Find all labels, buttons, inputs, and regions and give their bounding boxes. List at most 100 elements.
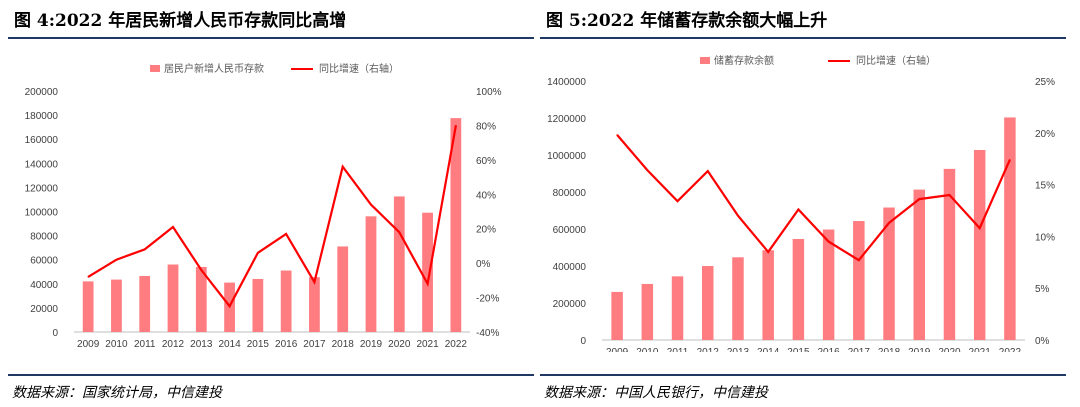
bar-2019 bbox=[913, 189, 925, 340]
x-axis-tick-label: 2017 bbox=[303, 339, 326, 350]
bar-2018 bbox=[337, 246, 349, 332]
left-axis-tick-label: 400000 bbox=[553, 262, 587, 273]
source-note: 数据来源：中国人民银行，中信建投 bbox=[544, 385, 768, 401]
x-axis-tick-label: 2019 bbox=[360, 339, 383, 350]
bar-2017 bbox=[853, 221, 865, 340]
growth-rate-point-2014 bbox=[228, 305, 231, 307]
growth-rate-point-2011 bbox=[144, 248, 146, 250]
x-axis-tick-label: 2021 bbox=[969, 347, 992, 352]
title-rule bbox=[8, 37, 534, 39]
legend-line-label: 同比增速（右轴） bbox=[319, 62, 399, 75]
x-axis-tick-label: 2011 bbox=[667, 347, 689, 352]
bar-2015 bbox=[252, 278, 264, 332]
legend-bar-swatch bbox=[150, 65, 160, 72]
left-axis-tick-label: 0 bbox=[580, 336, 586, 347]
left-axis-tick-label: 1200000 bbox=[547, 114, 586, 125]
growth-rate-point-2015 bbox=[797, 208, 799, 211]
x-axis-tick-label: 2022 bbox=[445, 339, 468, 350]
growth-rate-point-2013 bbox=[200, 269, 202, 271]
x-axis-tick-label: 2009 bbox=[77, 339, 100, 350]
x-axis-tick-label: 2016 bbox=[817, 347, 840, 352]
right-axis-tick-label: 40% bbox=[476, 190, 496, 201]
left-axis-tick-label: 0 bbox=[52, 328, 58, 339]
growth-rate-point-2009 bbox=[87, 276, 89, 278]
left-axis-tick-label: 100000 bbox=[25, 208, 59, 219]
x-axis-tick-label: 2020 bbox=[388, 339, 411, 350]
bar-2009 bbox=[611, 291, 623, 340]
growth-rate-point-2017 bbox=[858, 259, 860, 261]
growth-rate-point-2018 bbox=[342, 166, 344, 168]
x-axis-tick-label: 2018 bbox=[878, 347, 901, 352]
bar-2013 bbox=[732, 257, 744, 340]
bar-2020 bbox=[393, 196, 405, 332]
bar-2014 bbox=[762, 250, 774, 340]
bar-2012 bbox=[167, 264, 179, 332]
bar-2012 bbox=[702, 266, 714, 340]
x-axis-tick-label: 2012 bbox=[697, 347, 720, 352]
x-axis-tick-label: 2019 bbox=[908, 347, 931, 352]
x-axis-tick-label: 2016 bbox=[275, 339, 298, 350]
growth-rate-point-2019 bbox=[370, 204, 372, 206]
legend-bar-swatch bbox=[700, 57, 710, 64]
growth-rate-point-2010 bbox=[115, 259, 118, 261]
right-axis-tick-label: 80% bbox=[476, 121, 496, 132]
bar-2015 bbox=[792, 238, 805, 340]
savings-balance-chart: 0 200000 400000 600000 800000 1000000 1200000 1… bbox=[547, 54, 1055, 352]
source-rule bbox=[540, 374, 1066, 376]
left-axis-tick-label: 60000 bbox=[30, 256, 58, 267]
growth-rate-line bbox=[87, 125, 457, 309]
figure-title: 图 5:2022 年储蓄存款余额大幅上升 bbox=[546, 11, 828, 31]
legend-bar-label: 储蓄存款余额 bbox=[714, 54, 774, 67]
growth-rate-point-2014 bbox=[767, 251, 769, 253]
figure-title: 图 4:2022 年居民新增人民币存款同比高增 bbox=[14, 11, 347, 31]
bar-2016 bbox=[280, 270, 292, 332]
x-axis-tick-label: 2020 bbox=[938, 347, 961, 352]
left-axis-tick-label: 160000 bbox=[25, 135, 59, 146]
x-axis-tick-label: 2014 bbox=[757, 347, 780, 352]
left-axis-tick-label: 120000 bbox=[25, 183, 59, 194]
growth-rate-point-2009 bbox=[616, 134, 618, 136]
left-axis-tick-label: 200000 bbox=[25, 87, 59, 98]
growth-rate-point-2012 bbox=[707, 170, 709, 172]
x-axis-tick-label: 2018 bbox=[332, 339, 355, 350]
bar-2022 bbox=[450, 118, 462, 332]
right-axis-tick-label: 25% bbox=[1035, 77, 1055, 88]
growth-rate-point-2022 bbox=[1009, 159, 1011, 161]
growth-rate-point-2020 bbox=[948, 194, 951, 196]
figure-5-panel: 图 5:2022 年储蓄存款余额大幅上升 0 200000 400000 600000… bbox=[540, 0, 1072, 407]
left-axis-tick-label: 200000 bbox=[553, 299, 587, 310]
growth-rate-point-2012 bbox=[172, 226, 174, 228]
growth-rate-point-2010 bbox=[646, 169, 648, 171]
x-axis-tick-label: 2017 bbox=[848, 347, 871, 352]
growth-rate-point-2017 bbox=[313, 281, 316, 283]
new-deposits-chart: 0 20000 40000 60000 80000 100000 120000 140000 1… bbox=[25, 62, 502, 350]
growth-rate-point-2022 bbox=[455, 124, 457, 127]
figure-4-panel: 图 4:2022 年居民新增人民币存款同比高增 0 20000 40000 60000… bbox=[8, 0, 540, 407]
right-axis-tick-label: 10% bbox=[1035, 232, 1055, 243]
bar-2021 bbox=[422, 212, 433, 332]
left-axis-tick-label: 140000 bbox=[25, 159, 59, 170]
legend-line-label: 同比增速（右轴） bbox=[856, 54, 936, 67]
left-axis-tick-label: 1400000 bbox=[547, 77, 586, 88]
growth-rate-point-2015 bbox=[257, 252, 259, 254]
bar-2018 bbox=[883, 207, 895, 340]
bar-2010 bbox=[111, 279, 122, 332]
x-axis-tick-label: 2015 bbox=[787, 347, 810, 352]
left-axis-tick-label: 600000 bbox=[553, 225, 587, 236]
bar-2011 bbox=[671, 276, 684, 340]
x-axis-tick-label: 2010 bbox=[636, 347, 659, 352]
right-axis-tick-label: 0% bbox=[476, 259, 491, 270]
right-axis-tick-label: 60% bbox=[476, 156, 496, 167]
growth-rate-point-2016 bbox=[828, 240, 830, 243]
bar-2017 bbox=[309, 277, 320, 332]
left-axis-tick-label: 40000 bbox=[30, 280, 58, 291]
x-axis-tick-label: 2012 bbox=[162, 339, 185, 350]
x-axis-tick-label: 2015 bbox=[247, 339, 270, 350]
left-axis-tick-label: 20000 bbox=[30, 304, 58, 315]
growth-rate-point-2018 bbox=[888, 222, 890, 224]
x-axis-tick-label: 2009 bbox=[606, 347, 629, 352]
x-axis-tick-label: 2014 bbox=[218, 339, 241, 350]
left-axis-tick-label: 80000 bbox=[30, 232, 58, 243]
left-axis-tick-label: 800000 bbox=[553, 188, 587, 199]
x-axis-tick-label: 2011 bbox=[134, 339, 156, 350]
